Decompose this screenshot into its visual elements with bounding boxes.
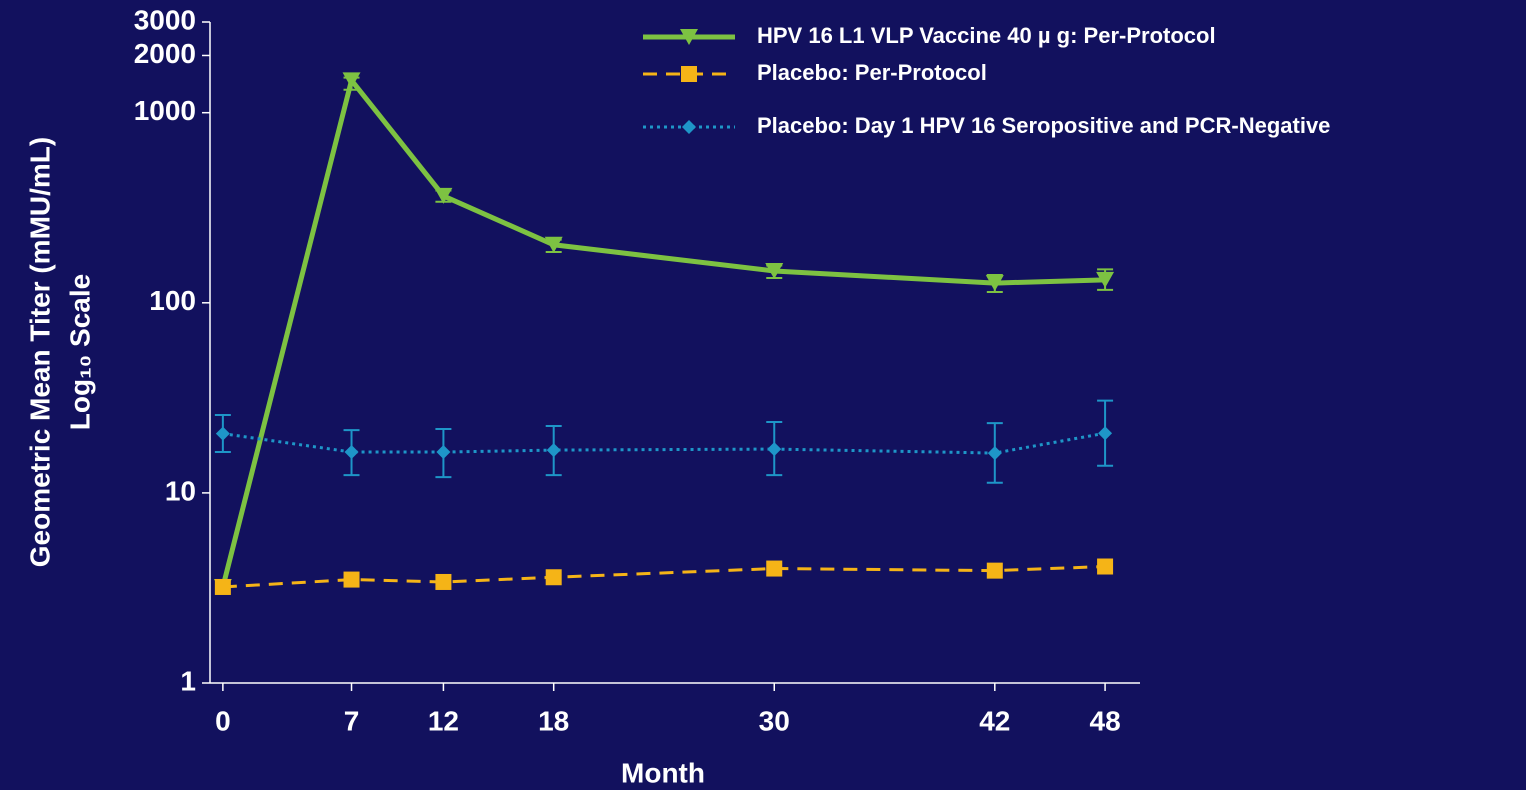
data-point [342,72,361,89]
legend-label: Placebo: Per-Protocol [757,60,987,85]
x-tick-label: 18 [538,705,569,736]
x-tick-label: 0 [215,705,231,736]
y-tick-label: 100 [149,285,196,316]
data-point [987,446,1002,461]
data-point [985,275,1004,292]
data-point [214,578,231,595]
legend-label: HPV 16 L1 VLP Vaccine 40 µ g: Per-Protoc… [757,23,1216,48]
data-point [1098,426,1113,441]
legend-marker [680,29,698,45]
x-axis-label: Month [621,757,705,788]
y-axis-label: Geometric Mean Titer (mMU/mL) [24,137,55,567]
data-point [1097,558,1114,575]
y-tick-label: 1 [180,665,196,696]
data-point [986,562,1003,579]
x-tick-label: 12 [428,705,459,736]
data-point [546,443,561,458]
data-point [215,426,230,441]
data-point [434,187,453,204]
data-point [435,573,452,590]
data-point [1096,271,1115,288]
data-point [766,560,783,577]
data-point [545,569,562,586]
data-point [765,262,784,279]
data-point [343,571,360,588]
legend-marker [682,120,696,134]
data-point [344,445,359,460]
data-point [436,445,451,460]
x-tick-label: 30 [759,705,790,736]
y-tick-label: 2000 [134,38,196,69]
x-tick-label: 7 [344,705,360,736]
legend-marker [681,66,697,82]
data-point [767,442,782,457]
y-axis-label: Log₁₀ Scale [64,274,95,430]
data-point [544,236,563,253]
y-tick-label: 1000 [134,95,196,126]
legend-label: Placebo: Day 1 HPV 16 Seropositive and P… [757,113,1330,138]
x-tick-label: 42 [979,705,1010,736]
y-tick-label: 10 [165,475,196,506]
y-tick-label: 3000 [134,4,196,35]
x-tick-label: 48 [1090,705,1121,736]
